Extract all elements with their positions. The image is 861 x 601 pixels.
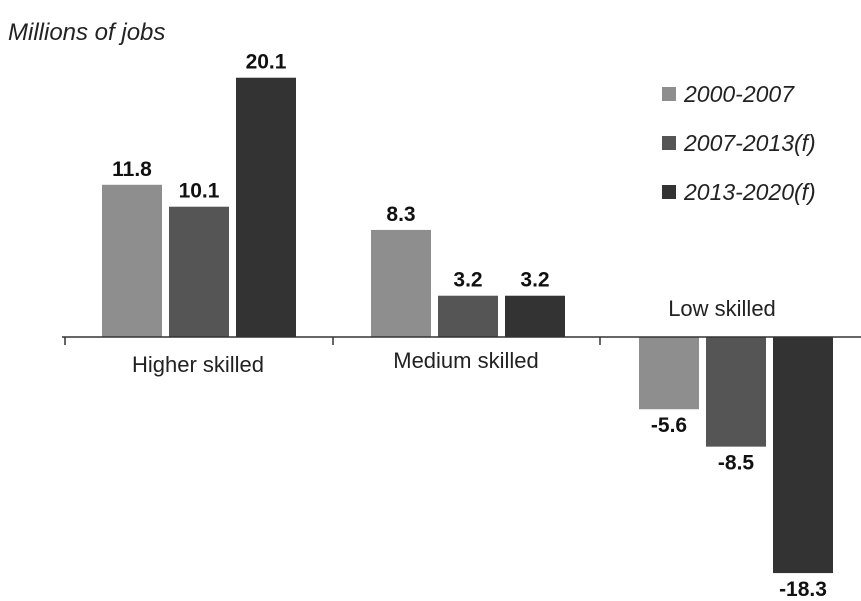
legend-label-2013-2020: 2013-2020(f) [683, 179, 816, 205]
value-label-low-skilled-series-1: -5.6 [651, 414, 687, 437]
category-label-medium-skilled: Medium skilled [393, 348, 539, 373]
legend-swatch-2007-2013 [662, 136, 676, 150]
bar-higher-skilled-series-3 [236, 77, 296, 338]
bar-low-skilled-series-3 [773, 337, 833, 574]
value-label-low-skilled-series-3: -18.3 [779, 578, 827, 601]
legend-swatch-2013-2020 [662, 185, 676, 199]
bar-higher-skilled-series-2 [169, 206, 229, 337]
value-label-medium-skilled-series-1: 8.3 [386, 203, 415, 226]
legend: 2000-2007 2007-2013(f) 2013-2020(f) [662, 81, 816, 205]
bar-low-skilled-series-2 [706, 337, 766, 447]
value-labels-group: 11.8 8.3 -5.6 10.1 3.2 -8.5 20.1 3.2 -18.3 [112, 51, 827, 601]
value-label-medium-skilled-series-2: 3.2 [453, 269, 482, 292]
value-label-higher-skilled-series-3: 20.1 [246, 51, 287, 74]
y-axis-label: Millions of jobs [8, 19, 165, 46]
bar-medium-skilled-series-3 [505, 295, 565, 337]
bar-low-skilled-series-1 [639, 337, 699, 410]
legend-swatch-2000-2007 [662, 87, 676, 101]
legend-label-2000-2007: 2000-2007 [683, 81, 795, 107]
value-label-higher-skilled-series-1: 11.8 [112, 158, 152, 181]
value-label-higher-skilled-series-2: 10.1 [179, 180, 220, 203]
bar-higher-skilled-series-1 [102, 184, 162, 337]
bars-group [102, 77, 833, 574]
bar-medium-skilled-series-2 [438, 295, 498, 337]
category-label-low-skilled: Low skilled [668, 296, 776, 321]
bar-medium-skilled-series-1 [371, 229, 431, 337]
value-label-low-skilled-series-2: -8.5 [718, 452, 755, 475]
value-label-medium-skilled-series-3: 3.2 [520, 269, 549, 292]
category-label-higher-skilled: Higher skilled [132, 352, 264, 377]
legend-label-2007-2013: 2007-2013(f) [683, 130, 816, 156]
